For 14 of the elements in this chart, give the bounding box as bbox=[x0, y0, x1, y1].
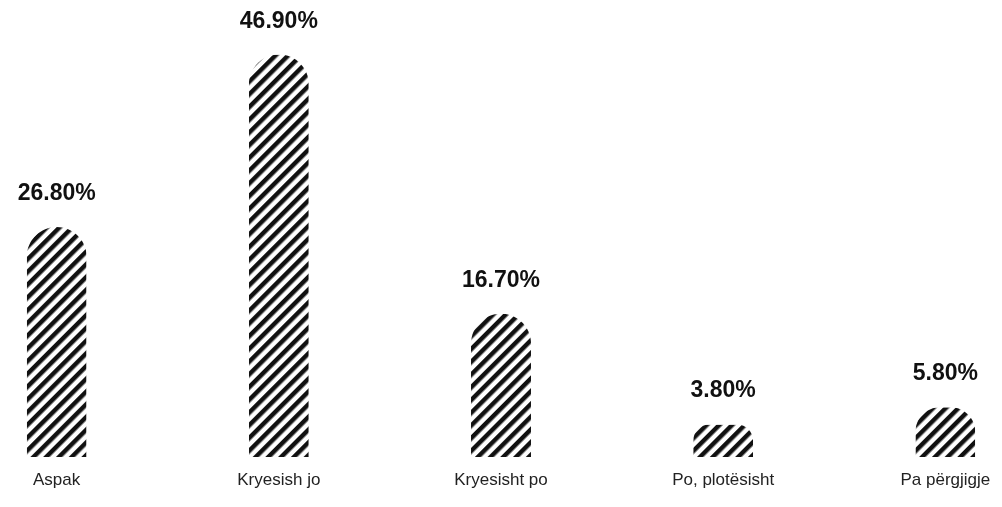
x-tick-label: Kryesish jo bbox=[237, 469, 321, 489]
bar bbox=[26, 227, 87, 457]
x-tick-label: Po, plotësisht bbox=[672, 469, 775, 489]
data-label: 16.70% bbox=[461, 265, 541, 292]
data-label: 26.80% bbox=[17, 179, 96, 206]
data-label: 46.90% bbox=[239, 6, 318, 33]
x-tick-label: Kryesisht po bbox=[454, 469, 548, 489]
data-label: 3.80% bbox=[690, 376, 756, 403]
bar bbox=[471, 313, 531, 457]
x-tick-label: Aspak bbox=[33, 469, 81, 489]
bar bbox=[248, 54, 309, 457]
x-tick-label: Pa përgjigje bbox=[900, 469, 991, 489]
data-label: 5.80% bbox=[912, 359, 978, 386]
bar bbox=[693, 424, 754, 457]
